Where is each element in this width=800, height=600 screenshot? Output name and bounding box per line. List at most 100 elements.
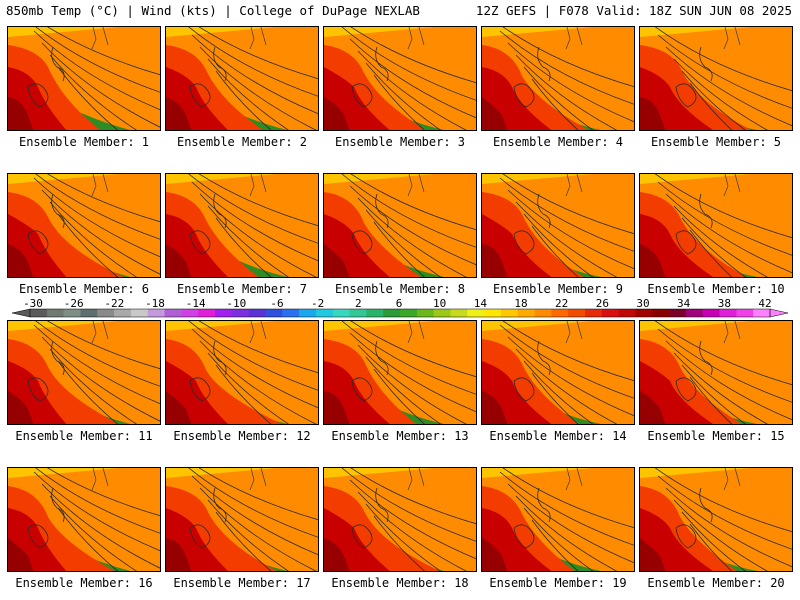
ensemble-member-caption: Ensemble Member: 14 [479, 429, 637, 443]
contour-line [49, 348, 138, 424]
contour-line [665, 487, 792, 568]
colorbar-swatch [299, 309, 317, 317]
contour-line [41, 483, 160, 569]
caption-label: Ensemble Member: [489, 429, 613, 443]
contour-line [681, 217, 746, 277]
ensemble-member-map [165, 26, 319, 131]
colorbar-swatch [635, 309, 653, 317]
temperature-band [482, 97, 508, 130]
ensemble-member-caption: Ensemble Member: 18 [321, 576, 479, 590]
contour-line [699, 46, 713, 82]
contour-line [654, 468, 792, 533]
contour-line [681, 70, 746, 130]
colorbar-swatch [534, 309, 552, 317]
contour-line [188, 174, 318, 244]
colorbar-swatch [198, 309, 216, 317]
temperature-field [324, 321, 476, 424]
contour-line [199, 340, 317, 424]
ensemble-member-map [323, 26, 477, 131]
temperature-band [8, 27, 160, 130]
state-border [91, 468, 109, 491]
state-border [565, 468, 583, 491]
ensemble-member-caption: Ensemble Member: 2 [163, 135, 321, 149]
contour-line [189, 377, 211, 402]
member-number: 4 [615, 135, 624, 149]
caption-label: Ensemble Member: [334, 135, 458, 149]
colorbar-swatch [147, 309, 165, 317]
contour-line [515, 348, 618, 424]
temperature-band [640, 391, 666, 424]
state-border [723, 468, 741, 491]
temperature-band [640, 538, 666, 571]
state-border [407, 321, 425, 344]
member-number: 10 [770, 282, 785, 296]
contour-line [515, 54, 618, 130]
colorbar-swatch [215, 309, 233, 317]
ensemble-member-map [481, 467, 635, 572]
contour-line [523, 360, 594, 424]
state-border [91, 321, 109, 344]
contour-line [35, 321, 160, 387]
member-number: 20 [770, 576, 785, 590]
colorbar-swatch [719, 309, 737, 317]
temperature-band [8, 244, 34, 277]
contour-line [673, 205, 768, 277]
ensemble-member-caption: Ensemble Member: 16 [5, 576, 163, 590]
temperature-band [640, 321, 792, 424]
contour-line [49, 495, 138, 571]
temperature-field [324, 468, 476, 571]
colorbar-right-arrow [769, 308, 789, 318]
temperature-band [324, 174, 476, 277]
temperature-band [166, 27, 318, 130]
state-border [407, 468, 425, 491]
contour-line [673, 352, 768, 424]
ensemble-member-map [639, 467, 793, 572]
contour-line [189, 524, 211, 549]
contour-line [341, 468, 476, 542]
colorbar-swatch [433, 309, 451, 317]
ensemble-member-map [7, 26, 161, 131]
temperature-band [166, 321, 318, 424]
contour-line [350, 174, 476, 231]
temperature-band [324, 244, 350, 277]
state-border [723, 174, 741, 197]
contour-line [675, 524, 697, 549]
contour-line [537, 487, 551, 523]
colorbar-tick-label: 42 [758, 298, 771, 310]
colorbar-tick-label: 26 [596, 298, 609, 310]
temperature-band [166, 174, 318, 277]
caption-label: Ensemble Member: [173, 576, 297, 590]
temperature-field [8, 174, 160, 277]
contour-line [191, 181, 318, 262]
temperature-field [482, 468, 634, 571]
contour-line [531, 78, 579, 130]
contour-line [515, 201, 618, 277]
contour-line [673, 499, 768, 571]
colorbar-swatch [702, 309, 720, 317]
contour-line [357, 344, 467, 424]
contour-line [699, 340, 713, 376]
contour-line [41, 336, 160, 422]
contour-line [499, 30, 634, 105]
temperature-band [166, 244, 192, 277]
temperature-band [482, 391, 508, 424]
state-border [723, 321, 741, 344]
contour-line [349, 479, 476, 560]
contour-line [188, 321, 318, 391]
caption-label: Ensemble Member: [647, 282, 771, 296]
contour-line [351, 230, 373, 255]
colorbar-swatch [46, 309, 64, 317]
colorbar-tick-label: 14 [474, 298, 488, 310]
colorbar-left-arrow [11, 308, 31, 318]
state-border [565, 174, 583, 197]
contour-line [665, 340, 792, 421]
contour-line [357, 197, 467, 277]
colorbar-swatch [618, 309, 636, 317]
contour-line [51, 193, 65, 229]
caption-label: Ensemble Member: [334, 282, 458, 296]
temperature-field [482, 321, 634, 424]
contour-line [502, 321, 634, 382]
state-border [723, 27, 741, 50]
contour-line [373, 368, 425, 424]
contour-line [198, 27, 318, 80]
